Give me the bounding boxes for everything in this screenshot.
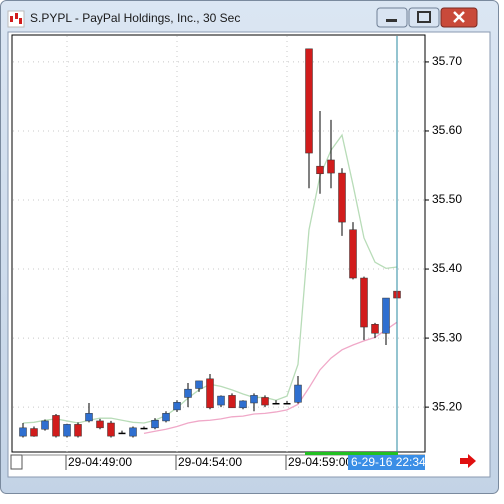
- candle-body: [360, 277, 368, 328]
- candle-body: [371, 324, 379, 334]
- close-button[interactable]: [440, 7, 478, 28]
- plot-area: [11, 34, 426, 453]
- candle-body: [250, 395, 258, 404]
- candle-body: [118, 432, 126, 435]
- x-tick-label: 29-04:54:00: [178, 455, 242, 469]
- candle-body: [305, 48, 313, 154]
- candle-body: [74, 424, 82, 437]
- candle-body: [184, 388, 192, 398]
- x-tick-label: 29-04:49:00: [68, 455, 132, 469]
- candle-body: [85, 413, 93, 422]
- candle-body: [272, 402, 280, 405]
- candle-body: [338, 172, 346, 223]
- cursor-label: 6-29-16 22:34:00: [351, 455, 443, 469]
- maximize-button[interactable]: [408, 7, 440, 28]
- candle-body: [261, 397, 269, 406]
- candle-body: [162, 413, 170, 422]
- candle-body: [206, 378, 214, 409]
- candle-body: [63, 424, 71, 437]
- candle-body: [327, 159, 335, 174]
- candle-body: [283, 402, 291, 405]
- candle-body: [107, 422, 115, 437]
- candle-body: [382, 297, 390, 334]
- y-tick-label: 35.70: [432, 54, 462, 68]
- candle-body: [294, 384, 302, 403]
- window-title: S.PYPL - PayPal Holdings, Inc., 30 Sec: [30, 11, 240, 25]
- candle-body: [30, 428, 38, 437]
- candle-body: [52, 415, 60, 437]
- y-tick-label: 35.50: [432, 192, 462, 206]
- candle-body: [129, 427, 137, 437]
- app-icon: [7, 10, 25, 28]
- candle-body: [151, 419, 159, 429]
- candle-body: [41, 420, 49, 430]
- y-tick-label: 35.30: [432, 330, 462, 344]
- y-tick-label: 35.60: [432, 123, 462, 137]
- candle-body: [19, 427, 27, 437]
- cursor-label-box: [348, 455, 425, 470]
- candle-body: [239, 400, 247, 409]
- y-tick-label: 35.20: [432, 399, 462, 413]
- x-tick-label: 29-04:59:00: [288, 455, 352, 469]
- candle-body: [140, 427, 148, 430]
- candle-body: [195, 380, 203, 389]
- candle-body: [217, 395, 225, 406]
- y-tick-label: 35.40: [432, 261, 462, 275]
- scroll-box[interactable]: [10, 454, 23, 470]
- range-bar: [305, 452, 398, 455]
- minimize-button[interactable]: [376, 7, 408, 28]
- scroll-right-arrow[interactable]: [460, 454, 476, 468]
- candle-body: [173, 402, 181, 411]
- candle-body: [228, 395, 236, 409]
- candle-body: [349, 229, 357, 279]
- candle-body: [316, 165, 324, 175]
- moving-average-line: [143, 321, 398, 434]
- candle-body: [96, 420, 104, 429]
